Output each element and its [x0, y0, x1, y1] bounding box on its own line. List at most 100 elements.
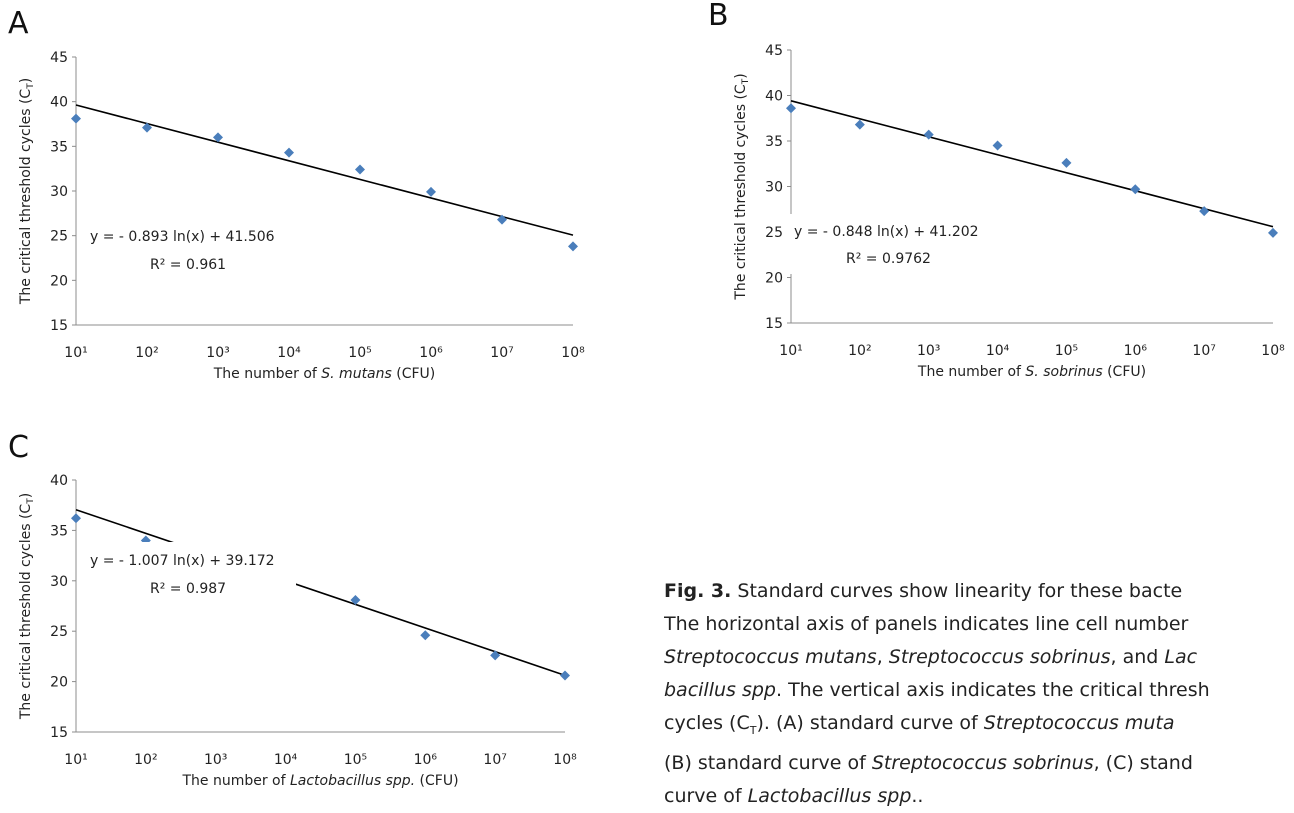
chart-panel-b: B 15 20 25 30 35 40 45 10¹ 10² 10³ 10⁴ 10⁵ 10⁶ 10⁷ 10⁸…: [700, 0, 1294, 400]
data-point: [350, 594, 361, 605]
caption-line: bacillus spp. The vertical axis indicate…: [664, 674, 1294, 707]
y-tick-label: 30: [50, 184, 68, 200]
y-tick-label: 30: [765, 180, 783, 196]
data-point: [1268, 227, 1278, 238]
trendline-equation: y = - 0.893 ln(x) + 41.506: [90, 229, 275, 245]
x-tick-label: 10²: [848, 343, 871, 359]
y-tick-label: 35: [50, 523, 68, 539]
y-axis-title: The critical threshold cycles (CT): [18, 493, 36, 720]
caption-text: ..: [911, 784, 924, 807]
equation-box: [786, 214, 998, 274]
caption-text: Streptococcus muta: [983, 712, 1175, 734]
data-point: [420, 630, 431, 641]
figure-caption: Fig. 3. Standard curves show linearity f…: [664, 575, 1294, 813]
y-axis-title: The critical threshold cycles (CT): [733, 73, 751, 300]
panel-label-c: C: [8, 430, 29, 465]
data-point: [71, 113, 81, 124]
x-tick-label: 10³: [917, 343, 940, 359]
caption-text: , (C) stand: [1093, 751, 1193, 774]
x-tick-label: 10⁶: [419, 345, 443, 361]
x-tick-label: 10⁵: [348, 345, 371, 361]
caption-text: , and: [1110, 646, 1165, 668]
data-point: [992, 140, 1003, 151]
y-tick-label: 20: [50, 273, 68, 289]
data-point: [1130, 184, 1141, 195]
trendline: [790, 100, 1274, 228]
caption-text: The horizontal axis of panels indicates …: [664, 613, 1189, 635]
data-point: [568, 241, 578, 252]
data-point: [497, 214, 507, 225]
equation-box: [82, 218, 296, 278]
y-tick-label: 35: [765, 134, 783, 150]
trendline: [75, 104, 574, 236]
x-axis-title: The number of Lactobacillus spp. (CFU): [181, 773, 458, 789]
caption-text: ,: [876, 646, 889, 668]
r-squared: R² = 0.987: [150, 581, 226, 597]
caption-text: Lac: [1164, 646, 1198, 668]
caption-text: Fig. 3.: [664, 580, 732, 602]
y-tick-label: 15: [50, 318, 68, 334]
caption-text: Streptococcus sobrinus: [871, 751, 1094, 774]
caption-text: cycles (C: [664, 712, 750, 734]
x-tick-label: 10³: [204, 752, 227, 768]
data-point: [355, 164, 365, 175]
caption-line: Streptococcus mutans, Streptococcus sobr…: [664, 641, 1294, 674]
x-tick-label: 10²: [135, 345, 158, 361]
caption-text: curve of: [664, 784, 748, 807]
data-point: [71, 513, 81, 524]
x-tick-label: 10⁷: [490, 345, 513, 361]
caption-line: cycles (CT). (A) standard curve of Strep…: [664, 707, 1294, 747]
caption-text: bacillus spp: [664, 679, 776, 701]
chart-svg-c: 15 20 25 30 35 40 10¹ 10² 10³ 10⁴ 10⁵ 10⁶ 10⁷ 10⁸ The …: [18, 473, 577, 789]
x-axis-title: The number of S. mutans (CFU): [213, 366, 436, 382]
data-point: [213, 132, 223, 143]
data-point: [1199, 206, 1210, 217]
x-tick-label: 10⁶: [414, 752, 438, 768]
caption-text: Streptococcus sobrinus: [888, 646, 1111, 668]
x-tick-label: 10⁴: [277, 345, 301, 361]
data-point: [854, 119, 865, 130]
x-tick-label: 10⁸: [553, 752, 577, 768]
x-tick-label: 10⁸: [561, 345, 585, 361]
caption-text: T: [749, 723, 757, 737]
data-point: [786, 103, 796, 114]
x-tick-label: 10⁷: [1192, 343, 1215, 359]
data-point: [142, 122, 152, 133]
chart-panel-a: A 15 20 25 30 35 40 45 10¹ 10² 10³ 10⁴ 10⁵ 10⁶ 10⁷ 10⁸…: [0, 0, 600, 400]
data-point: [560, 670, 570, 681]
caption-line: Fig. 3. Standard curves show linearity f…: [664, 575, 1294, 608]
x-tick-label: 10⁸: [1261, 343, 1285, 359]
chart-svg-b: 15 20 25 30 35 40 45 10¹ 10² 10³ 10⁴ 10⁵ 10⁶ 10⁷ 10⁸ Th…: [733, 43, 1285, 380]
caption-line: (B) standard curve of Streptococcus sobr…: [664, 747, 1294, 780]
trendline-equation: y = - 1.007 ln(x) + 39.172: [90, 553, 275, 569]
y-tick-label: 25: [50, 229, 68, 245]
y-tick-label: 40: [50, 95, 68, 111]
chart-panel-c: C 15 20 25 30 35 40 10¹ 10² 10³ 10⁴ 10⁵ 10⁶ 10⁷ 10⁸ Th…: [0, 430, 600, 811]
trendline: [75, 508, 566, 677]
x-tick-label: 10⁵: [1055, 343, 1078, 359]
x-tick-label: 10⁴: [986, 343, 1010, 359]
y-tick-label: 25: [50, 624, 68, 640]
r-squared: R² = 0.961: [150, 257, 226, 273]
y-tick-label: 45: [765, 43, 783, 59]
y-axis-title: The critical threshold cycles (CT): [18, 78, 36, 305]
caption-text: Lactobacillus spp: [747, 784, 912, 807]
y-tick-label: 20: [765, 271, 783, 287]
y-tick-label: 15: [50, 725, 68, 741]
caption-line: The horizontal axis of panels indicates …: [664, 608, 1294, 641]
y-tick-label: 25: [765, 225, 783, 241]
panel-label-a: A: [8, 6, 29, 41]
x-tick-label: 10¹: [64, 752, 87, 768]
x-tick-label: 10¹: [64, 345, 87, 361]
x-tick-label: 10¹: [779, 343, 802, 359]
r-squared: R² = 0.9762: [846, 251, 931, 267]
data-point: [426, 186, 436, 197]
x-tick-label: 10⁵: [344, 752, 367, 768]
data-point: [490, 650, 501, 661]
y-tick-label: 45: [50, 50, 68, 66]
x-tick-label: 10⁷: [483, 752, 506, 768]
data-point: [284, 147, 294, 158]
caption-text: ). (A) standard curve of: [756, 712, 984, 734]
panel-label-b: B: [708, 0, 729, 33]
data-point: [923, 129, 934, 140]
